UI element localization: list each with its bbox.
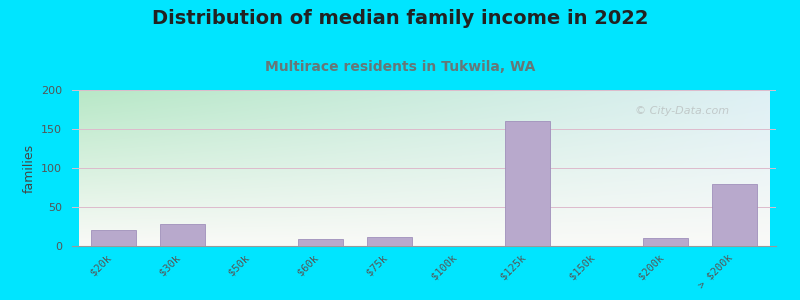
Bar: [367, 237, 412, 246]
Y-axis label: families: families: [22, 143, 35, 193]
Text: Distribution of median family income in 2022: Distribution of median family income in …: [152, 9, 648, 28]
Bar: [91, 230, 136, 246]
Bar: [712, 184, 757, 246]
Bar: [643, 238, 688, 246]
Text: Multirace residents in Tukwila, WA: Multirace residents in Tukwila, WA: [265, 60, 535, 74]
Bar: [505, 121, 550, 246]
Text: © City-Data.com: © City-Data.com: [635, 106, 730, 116]
Bar: [298, 239, 343, 246]
Bar: [160, 224, 205, 246]
